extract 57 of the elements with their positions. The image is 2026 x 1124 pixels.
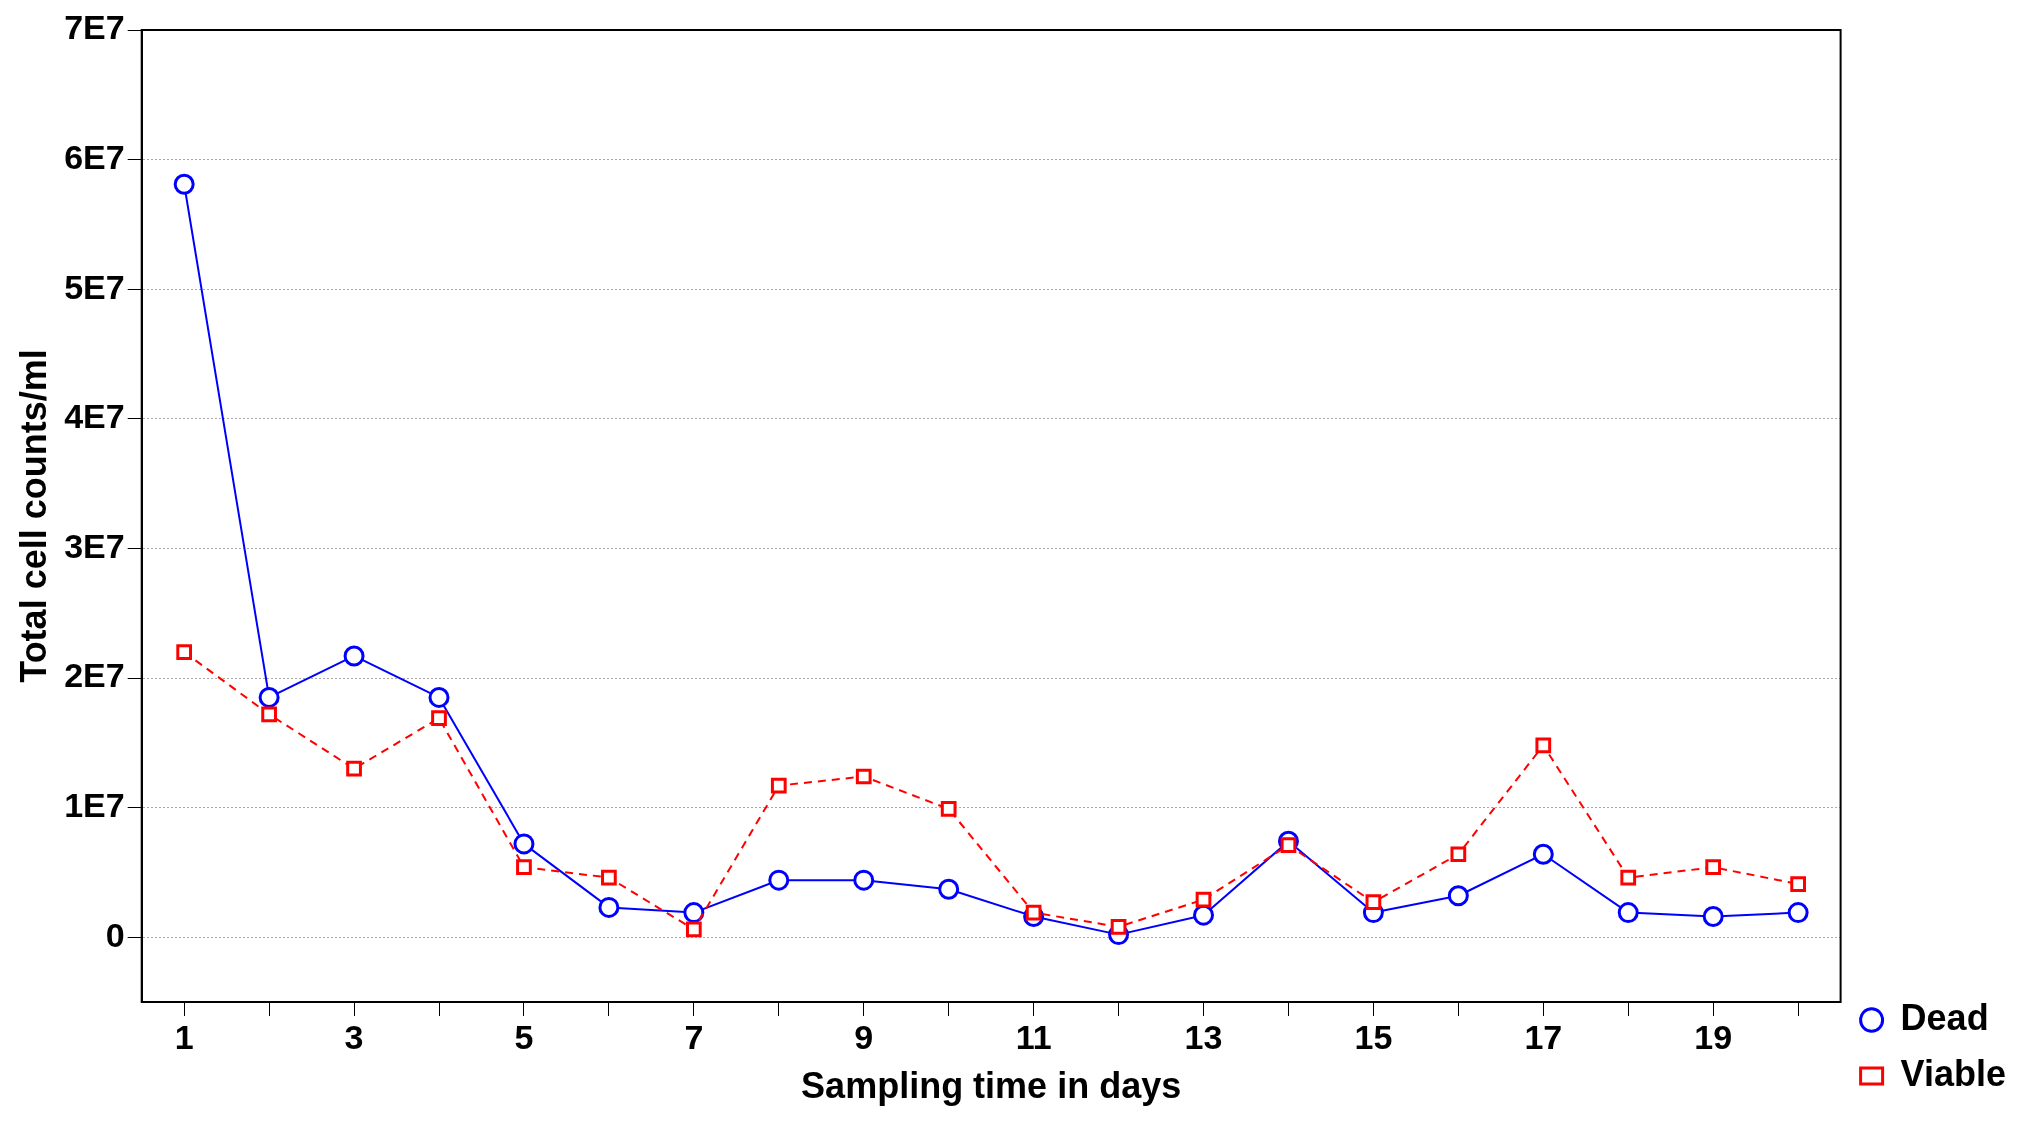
point — [258, 686, 280, 708]
point — [1617, 902, 1639, 924]
point — [853, 869, 875, 891]
point — [1535, 737, 1552, 754]
x-tick-label: 17 — [1524, 1017, 1563, 1056]
x-tick-label: 5 — [514, 1017, 534, 1056]
point — [261, 706, 277, 723]
point — [1790, 876, 1806, 892]
point — [770, 777, 787, 794]
point — [1450, 846, 1467, 863]
legend-label: Viable — [1900, 1052, 2007, 1094]
point — [428, 686, 450, 708]
y-tick-label: 0 — [105, 915, 125, 954]
y-axis-title: Total cell counts/ml — [12, 349, 54, 683]
x-tick-label: 19 — [1694, 1017, 1733, 1056]
point — [173, 173, 195, 195]
x-tick-label: 11 — [1015, 1017, 1052, 1056]
point — [516, 859, 532, 876]
point — [513, 833, 535, 855]
point — [1787, 902, 1809, 924]
point — [601, 869, 617, 886]
point — [1447, 885, 1469, 907]
point — [1532, 843, 1554, 865]
point — [598, 896, 620, 918]
y-tick-label: 1E7 — [64, 785, 125, 824]
point — [1365, 894, 1382, 911]
point — [683, 902, 705, 924]
point — [855, 768, 872, 785]
point — [1195, 891, 1212, 908]
y-tick-label: 6E7 — [64, 137, 125, 176]
point — [343, 645, 365, 667]
x-tick-label: 15 — [1354, 1017, 1393, 1056]
point — [176, 644, 193, 660]
x-tick-label: 1 — [174, 1017, 194, 1056]
y-tick-label: 3E7 — [64, 526, 125, 565]
point — [346, 760, 362, 777]
point — [940, 801, 957, 817]
x-tick-label: 13 — [1184, 1017, 1223, 1056]
point — [938, 878, 960, 900]
point — [1193, 904, 1215, 926]
x-tick-label: 9 — [854, 1017, 874, 1056]
point — [1110, 918, 1127, 935]
point — [1620, 869, 1637, 886]
point — [685, 921, 702, 938]
x-axis-title: Sampling time in days — [801, 1065, 1182, 1107]
x-tick-label: 3 — [344, 1017, 364, 1056]
y-tick-label: 2E7 — [64, 656, 125, 695]
legend-label: Dead — [1900, 996, 1989, 1038]
point — [1280, 837, 1297, 854]
point — [768, 869, 790, 891]
point — [431, 710, 447, 727]
y-tick-label: 7E7 — [64, 8, 125, 47]
point — [1705, 859, 1722, 876]
y-tick-label: 4E7 — [64, 397, 125, 436]
y-tick-label: 5E7 — [64, 267, 125, 306]
x-tick-label: 7 — [684, 1017, 704, 1056]
point — [1702, 905, 1724, 927]
